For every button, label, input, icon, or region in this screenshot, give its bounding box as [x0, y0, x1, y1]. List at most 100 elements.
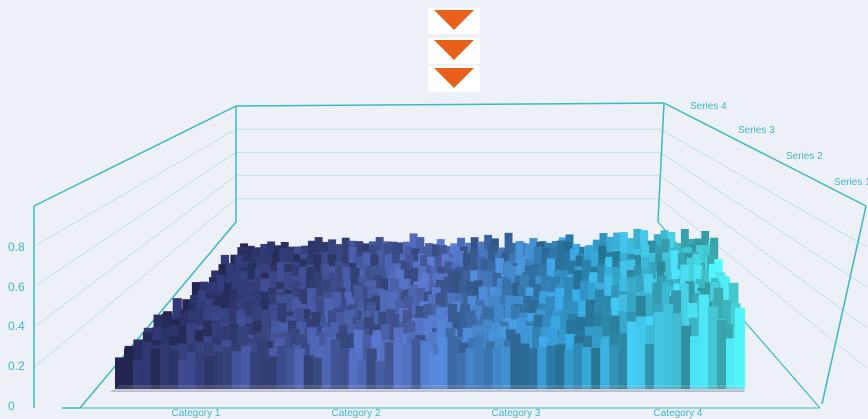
gridline — [659, 152, 867, 288]
bar — [348, 247, 357, 276]
data-bars — [110, 228, 746, 392]
series-label: Series 4 — [690, 101, 727, 112]
z-tick-label: 0.6 — [8, 280, 25, 294]
category-label: Category 1 — [172, 408, 221, 419]
bar — [159, 344, 170, 389]
bar — [314, 237, 323, 266]
bar — [537, 347, 548, 389]
bar — [483, 349, 494, 389]
bar — [564, 349, 575, 389]
bar — [654, 311, 665, 389]
bar — [268, 271, 278, 304]
z-tick-label: 0 — [8, 399, 15, 413]
bar-front-shade — [110, 385, 745, 392]
bar — [204, 356, 215, 389]
gridline — [33, 198, 237, 368]
bar — [726, 338, 737, 389]
bar — [279, 248, 288, 276]
bar — [141, 351, 152, 389]
bar — [429, 354, 440, 389]
bar — [557, 240, 566, 276]
bar — [221, 293, 231, 323]
bar — [735, 307, 746, 389]
z-axis-ticks: 0 0.2 0.4 0.6 0.8 — [8, 240, 25, 413]
bar — [384, 342, 395, 389]
gridline — [659, 128, 867, 247]
bar — [627, 321, 638, 389]
bar — [124, 348, 135, 389]
bar — [366, 348, 377, 389]
bar — [633, 228, 642, 266]
gridline — [33, 175, 237, 328]
bar — [515, 241, 524, 276]
bar — [672, 313, 683, 389]
bar — [267, 356, 278, 389]
bar — [395, 269, 405, 304]
bar — [348, 353, 359, 389]
frame-edge — [33, 105, 237, 207]
bar — [267, 241, 276, 266]
gridlines — [33, 128, 867, 368]
bar — [321, 344, 332, 389]
bar — [416, 237, 425, 266]
bar — [585, 299, 595, 352]
bar — [186, 361, 197, 389]
bar — [320, 251, 329, 276]
down-triangle-icon — [434, 40, 474, 60]
gridline — [33, 128, 237, 247]
bar — [529, 238, 538, 276]
frame-edge — [235, 102, 665, 107]
bar — [600, 345, 611, 389]
series-labels: Series 1 Series 2 Series 3 Series 4 — [690, 101, 868, 188]
bar — [357, 360, 368, 389]
bar — [465, 348, 476, 389]
bar — [573, 343, 584, 389]
frame-edge — [821, 205, 867, 405]
bar — [216, 274, 226, 304]
bar — [524, 243, 533, 266]
bar — [177, 359, 188, 389]
bar — [213, 351, 224, 389]
bar — [555, 345, 566, 389]
bar — [307, 240, 316, 266]
bar — [619, 260, 628, 295]
bar — [402, 343, 413, 389]
bar — [681, 325, 692, 389]
bar — [582, 347, 593, 389]
bar — [247, 263, 256, 295]
category-labels: Category 1 Category 2 Category 3 Category 4 — [172, 408, 703, 419]
bar — [235, 255, 244, 285]
arrow-stack — [428, 8, 480, 92]
bar — [240, 345, 251, 389]
bar — [168, 351, 179, 389]
bar — [260, 244, 269, 266]
bar — [277, 303, 287, 342]
bar — [690, 336, 701, 389]
bar — [492, 347, 503, 389]
bar — [286, 247, 295, 276]
gridline — [659, 198, 867, 368]
bar — [411, 338, 422, 389]
category-label: Category 2 — [332, 408, 381, 419]
frame-edge — [657, 102, 665, 223]
category-label: Category 3 — [492, 408, 541, 419]
bar — [393, 342, 404, 389]
bar — [115, 357, 126, 389]
z-tick-label: 0.4 — [8, 319, 25, 333]
bar — [294, 348, 305, 389]
bar — [562, 251, 571, 285]
bar — [717, 320, 728, 389]
bar — [438, 337, 449, 389]
bar — [504, 232, 513, 266]
bar — [606, 236, 615, 266]
bar — [501, 346, 512, 389]
bar — [341, 237, 350, 266]
bar — [510, 333, 521, 389]
bar — [334, 244, 343, 276]
bar — [708, 306, 719, 389]
bar — [447, 336, 458, 389]
bar — [451, 271, 461, 314]
series-label: Series 1 — [834, 177, 868, 188]
bar — [132, 360, 143, 389]
